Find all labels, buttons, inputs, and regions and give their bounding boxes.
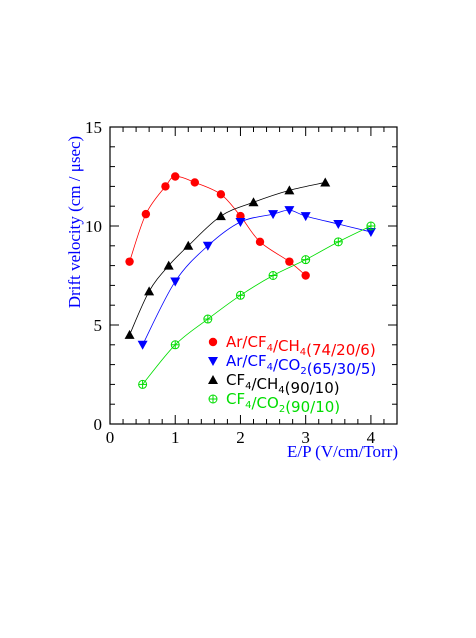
legend-marker [208, 357, 218, 366]
y-tick-label: 5 [94, 316, 103, 335]
data-point [248, 197, 259, 207]
data-point [365, 227, 376, 237]
data-point [301, 255, 311, 265]
legend-label: Ar/CF4/CO2(65/30/5) [226, 352, 376, 378]
series-2 [137, 206, 376, 350]
series-4 [138, 221, 376, 389]
data-point [183, 240, 194, 250]
legend-marker [208, 337, 218, 347]
data-point [235, 218, 246, 228]
data-point [124, 329, 135, 339]
data-point [268, 210, 279, 220]
data-point [284, 206, 295, 216]
data-point [268, 271, 278, 280]
data-point [137, 340, 148, 350]
legend-label: CF4/CH4(90/10) [226, 371, 340, 397]
data-point [255, 237, 265, 247]
legend-entry: Ar/CF4/CH4(74/20/6) [208, 333, 376, 359]
x-axis-title: E/P (V/cm/Torr) [287, 442, 398, 461]
legend-entry: CF4/CO2(90/10) [208, 390, 340, 416]
data-point [301, 271, 310, 280]
data-point [144, 286, 155, 296]
legend-marker [208, 375, 218, 384]
y-tick-label: 10 [85, 217, 102, 236]
data-point [216, 190, 226, 199]
legend-label: CF4/CO2(90/10) [226, 390, 340, 416]
data-point [333, 237, 343, 247]
legend-entry: CF4/CH4(90/10) [208, 371, 340, 397]
data-point [285, 257, 294, 266]
data-point [125, 257, 134, 266]
data-point [284, 185, 295, 195]
legend-entry: Ar/CF4/CO2(65/30/5) [208, 352, 376, 378]
data-point [163, 260, 174, 270]
x-tick-label: 2 [236, 428, 245, 447]
data-point [203, 314, 213, 324]
data-point [300, 212, 311, 222]
data-point [366, 221, 376, 231]
y-axis-title: Drift velocity (cm / μsec) [65, 136, 84, 308]
series-1 [125, 172, 310, 280]
series-3 [124, 177, 331, 339]
data-point [333, 220, 344, 230]
x-tick-label: 4 [367, 428, 376, 447]
data-point [138, 379, 148, 389]
data-point [141, 209, 151, 219]
x-tick-label: 0 [106, 428, 115, 447]
y-tick-label: 15 [85, 118, 102, 137]
data-point [235, 290, 245, 300]
legend-marker [208, 394, 218, 404]
data-point [190, 178, 199, 187]
data-point [320, 177, 331, 187]
series-line [129, 176, 306, 276]
data-point [171, 172, 180, 181]
data-point [170, 277, 181, 287]
data-point [161, 182, 170, 191]
x-tick-label: 3 [301, 428, 310, 447]
data-point [202, 241, 213, 251]
data-point [215, 211, 226, 221]
data-point [170, 340, 180, 350]
y-tick-label: 0 [94, 415, 103, 434]
legend-label: Ar/CF4/CH4(74/20/6) [226, 333, 376, 359]
x-tick-label: 1 [171, 428, 180, 447]
